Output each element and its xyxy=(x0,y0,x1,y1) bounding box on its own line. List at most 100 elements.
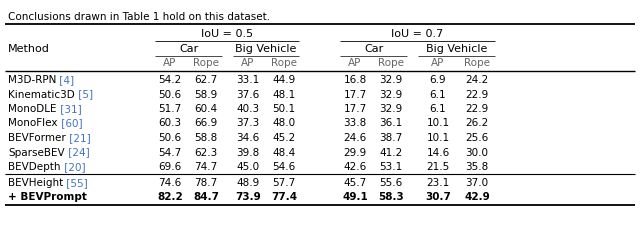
Text: 44.9: 44.9 xyxy=(273,75,296,85)
Text: 24.6: 24.6 xyxy=(344,133,367,143)
Text: Rope: Rope xyxy=(378,58,404,68)
Text: [60]: [60] xyxy=(58,119,82,129)
Text: Rope: Rope xyxy=(464,58,490,68)
Text: 22.9: 22.9 xyxy=(465,90,488,99)
Text: 60.3: 60.3 xyxy=(159,119,182,129)
Text: Rope: Rope xyxy=(193,58,219,68)
Text: 74.6: 74.6 xyxy=(158,178,182,188)
Text: 17.7: 17.7 xyxy=(344,104,367,114)
Text: AP: AP xyxy=(348,58,362,68)
Text: 58.3: 58.3 xyxy=(378,192,404,203)
Text: Car: Car xyxy=(364,44,383,54)
Text: 42.6: 42.6 xyxy=(344,162,367,172)
Text: 58.8: 58.8 xyxy=(195,133,218,143)
Text: 10.1: 10.1 xyxy=(426,133,449,143)
Text: 54.6: 54.6 xyxy=(273,162,296,172)
Text: Kinematic3D: Kinematic3D xyxy=(8,90,75,99)
Text: BEVFormer: BEVFormer xyxy=(8,133,66,143)
Text: 30.0: 30.0 xyxy=(465,148,488,158)
Text: 6.1: 6.1 xyxy=(429,90,446,99)
Text: BEVHeight: BEVHeight xyxy=(8,178,63,188)
Text: 29.9: 29.9 xyxy=(344,148,367,158)
Text: MonoDLE: MonoDLE xyxy=(8,104,56,114)
Text: [55]: [55] xyxy=(63,178,88,188)
Text: 73.9: 73.9 xyxy=(235,192,261,203)
Text: 42.9: 42.9 xyxy=(464,192,490,203)
Text: 39.8: 39.8 xyxy=(236,148,260,158)
Text: Rope: Rope xyxy=(271,58,297,68)
Text: 25.6: 25.6 xyxy=(465,133,488,143)
Text: 37.6: 37.6 xyxy=(236,90,260,99)
Text: 6.9: 6.9 xyxy=(429,75,446,85)
Text: [31]: [31] xyxy=(56,104,81,114)
Text: Big Vehicle: Big Vehicle xyxy=(236,44,297,54)
Text: Car: Car xyxy=(179,44,198,54)
Text: 51.7: 51.7 xyxy=(158,104,182,114)
Text: 50.6: 50.6 xyxy=(159,90,182,99)
Text: 17.7: 17.7 xyxy=(344,90,367,99)
Text: 45.0: 45.0 xyxy=(236,162,260,172)
Text: [24]: [24] xyxy=(65,148,90,158)
Text: SparseBEV: SparseBEV xyxy=(8,148,65,158)
Text: 40.3: 40.3 xyxy=(236,104,260,114)
Text: [5]: [5] xyxy=(75,90,93,99)
Text: 21.5: 21.5 xyxy=(426,162,450,172)
Text: 34.6: 34.6 xyxy=(236,133,260,143)
Text: 69.6: 69.6 xyxy=(158,162,182,172)
Text: 45.2: 45.2 xyxy=(273,133,296,143)
Text: 16.8: 16.8 xyxy=(344,75,367,85)
Text: 48.0: 48.0 xyxy=(273,119,296,129)
Text: [4]: [4] xyxy=(56,75,74,85)
Text: 38.7: 38.7 xyxy=(380,133,403,143)
Text: 45.7: 45.7 xyxy=(344,178,367,188)
Text: 50.1: 50.1 xyxy=(273,104,296,114)
Text: 30.7: 30.7 xyxy=(425,192,451,203)
Text: 6.1: 6.1 xyxy=(429,104,446,114)
Text: 48.1: 48.1 xyxy=(273,90,296,99)
Text: Big Vehicle: Big Vehicle xyxy=(426,44,487,54)
Text: 62.3: 62.3 xyxy=(195,148,218,158)
Text: 74.7: 74.7 xyxy=(195,162,218,172)
Text: + BEVPrompt: + BEVPrompt xyxy=(8,192,87,203)
Text: 54.7: 54.7 xyxy=(158,148,182,158)
Text: 78.7: 78.7 xyxy=(195,178,218,188)
Text: 32.9: 32.9 xyxy=(380,90,403,99)
Text: 82.2: 82.2 xyxy=(157,192,183,203)
Text: 32.9: 32.9 xyxy=(380,75,403,85)
Text: AP: AP xyxy=(163,58,177,68)
Text: 50.6: 50.6 xyxy=(159,133,182,143)
Text: 23.1: 23.1 xyxy=(426,178,450,188)
Text: 33.8: 33.8 xyxy=(344,119,367,129)
Text: 55.6: 55.6 xyxy=(380,178,403,188)
Text: 36.1: 36.1 xyxy=(380,119,403,129)
Text: 35.8: 35.8 xyxy=(465,162,488,172)
Text: 48.4: 48.4 xyxy=(273,148,296,158)
Text: 37.3: 37.3 xyxy=(236,119,260,129)
Text: 77.4: 77.4 xyxy=(271,192,297,203)
Text: [20]: [20] xyxy=(61,162,85,172)
Text: 58.9: 58.9 xyxy=(195,90,218,99)
Text: IoU = 0.7: IoU = 0.7 xyxy=(392,29,444,39)
Text: 26.2: 26.2 xyxy=(465,119,488,129)
Text: MonoFlex: MonoFlex xyxy=(8,119,58,129)
Text: 22.9: 22.9 xyxy=(465,104,488,114)
Text: 14.6: 14.6 xyxy=(426,148,450,158)
Text: 37.0: 37.0 xyxy=(465,178,488,188)
Text: 10.1: 10.1 xyxy=(426,119,449,129)
Text: 62.7: 62.7 xyxy=(195,75,218,85)
Text: 32.9: 32.9 xyxy=(380,104,403,114)
Text: AP: AP xyxy=(431,58,445,68)
Text: BEVDepth: BEVDepth xyxy=(8,162,61,172)
Text: 24.2: 24.2 xyxy=(465,75,488,85)
Text: M3D-RPN: M3D-RPN xyxy=(8,75,56,85)
Text: 84.7: 84.7 xyxy=(193,192,219,203)
Text: Method: Method xyxy=(8,44,50,54)
Text: Conclusions drawn in Table 1 hold on this dataset.: Conclusions drawn in Table 1 hold on thi… xyxy=(8,12,270,22)
Text: 57.7: 57.7 xyxy=(273,178,296,188)
Text: 41.2: 41.2 xyxy=(380,148,403,158)
Text: 33.1: 33.1 xyxy=(236,75,260,85)
Text: 54.2: 54.2 xyxy=(158,75,182,85)
Text: [21]: [21] xyxy=(66,133,90,143)
Text: AP: AP xyxy=(241,58,255,68)
Text: 60.4: 60.4 xyxy=(195,104,218,114)
